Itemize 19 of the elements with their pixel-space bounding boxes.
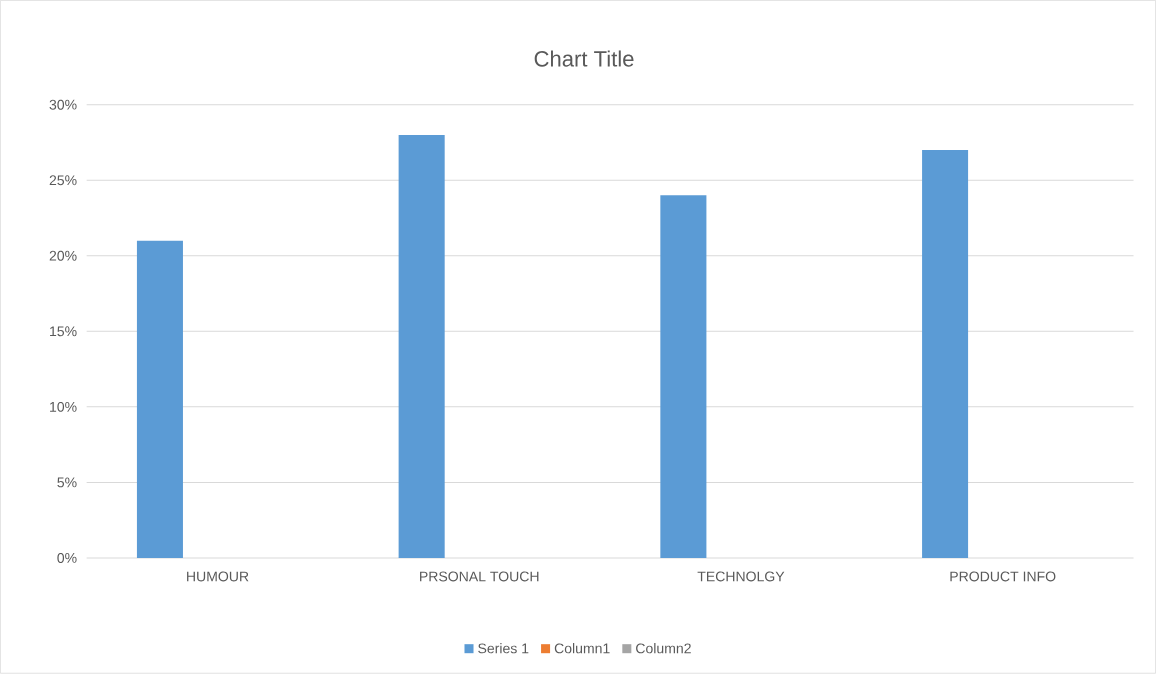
x-tick-label: PRSONAL TOUCH — [420, 571, 539, 582]
chart-title: Chart Title — [534, 50, 634, 67]
y-tick-label: 0% — [57, 553, 77, 564]
x-tick-label: TECHNOLGY — [697, 571, 785, 582]
y-tick-label: 15% — [50, 326, 77, 337]
bar — [136, 240, 183, 559]
y-tick-label: 5% — [57, 477, 77, 488]
bar — [660, 195, 707, 559]
y-tick-label: 30% — [49, 99, 77, 110]
y-tick-label: 20% — [49, 250, 77, 261]
bar — [398, 135, 445, 559]
bar — [922, 150, 969, 559]
legend-label: Column1 — [554, 643, 610, 654]
legend-label: Series 1 — [478, 643, 529, 654]
x-tick-label: HUMOUR — [187, 571, 249, 582]
y-tick-label: 25% — [49, 175, 77, 186]
legend-label: Column2 — [636, 643, 691, 654]
y-tick-label: 10% — [50, 402, 77, 412]
x-tick-label: PRODUCT INFO — [950, 571, 1056, 582]
